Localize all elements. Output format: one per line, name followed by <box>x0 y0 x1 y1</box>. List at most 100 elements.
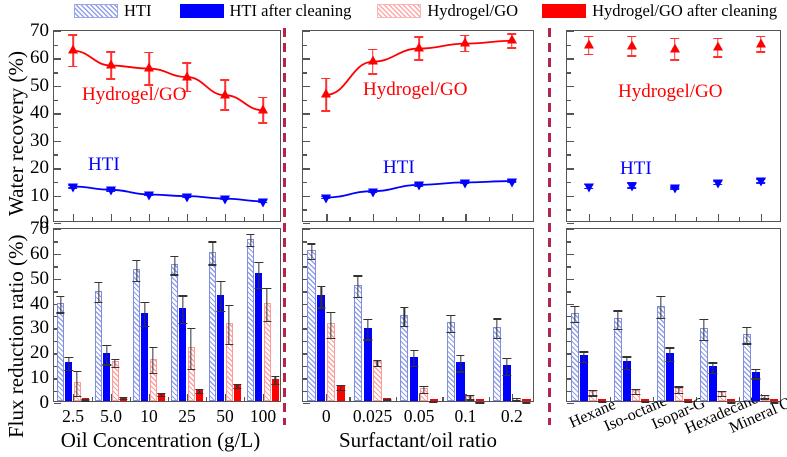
error-bar <box>262 287 272 322</box>
error-bar <box>727 401 736 404</box>
error-cap-bottom <box>708 373 718 375</box>
error-cap-bottom <box>336 389 346 391</box>
x-tick-major <box>465 394 467 401</box>
x-tick-minor <box>92 217 94 221</box>
error-cap-top <box>598 401 607 403</box>
x-tick-major <box>326 214 328 221</box>
x-tick-major <box>263 214 265 221</box>
y-tick-major <box>303 378 310 380</box>
legend-label-hydrogel-go-after-cleaning: Hydrogel/GO after cleaning <box>592 1 778 20</box>
error-cap-bottom <box>321 110 331 112</box>
data-point-hydrogel <box>414 42 424 52</box>
x-tick-minor <box>92 397 94 401</box>
y-tick-major <box>567 403 574 405</box>
y-tick-label: 40 <box>30 292 49 314</box>
data-point-hydrogel <box>755 38 766 48</box>
error-cap-top <box>271 376 280 378</box>
error-cap-top <box>246 233 255 236</box>
error-cap-top <box>684 400 693 402</box>
bar-hti <box>57 302 64 401</box>
error-cap-top <box>321 77 331 80</box>
legend-label-hydrogel-go: Hydrogel/GO <box>427 1 519 20</box>
error-cap-bottom <box>148 372 158 374</box>
y-tick-minor <box>303 209 307 211</box>
data-point-hti <box>321 194 332 204</box>
error-cap-top <box>579 351 589 353</box>
x-tick-major <box>263 394 265 401</box>
error-bar <box>742 326 751 345</box>
legend-swatch-hydrogel-go-after-cleaning <box>542 4 587 18</box>
y-tick-label: 30 <box>30 129 49 151</box>
error-cap-top <box>429 401 438 403</box>
x-tick-minor <box>244 397 246 401</box>
error-bar <box>522 402 531 404</box>
y-tick-major <box>567 85 574 88</box>
x-tick-major <box>760 394 762 401</box>
error-cap-top <box>665 347 675 349</box>
error-cap-bottom <box>583 53 593 56</box>
error-cap-bottom <box>579 361 589 364</box>
error-cap-top <box>110 359 120 361</box>
error-cap-top <box>755 35 765 38</box>
error-cap-top <box>233 384 242 386</box>
error-cap-top <box>94 282 103 284</box>
y-tick-minor <box>54 316 58 318</box>
error-cap-top <box>336 384 346 387</box>
error-cap-top <box>626 35 636 38</box>
x-tick-major <box>588 214 590 221</box>
x-tick-minor <box>653 217 655 221</box>
error-cap-top <box>254 261 263 263</box>
data-point-hydrogel <box>258 104 268 114</box>
bar-hti <box>307 249 316 401</box>
x-tick-label: 0.025 <box>352 406 393 426</box>
x-tick-label: 0.1 <box>454 406 477 426</box>
y-tick-major <box>54 223 61 225</box>
x-tick-minor <box>488 397 490 401</box>
error-cap-bottom <box>717 395 727 398</box>
error-cap-top <box>669 37 679 40</box>
y-tick-minor <box>567 316 571 318</box>
error-cap-bottom <box>492 338 502 340</box>
y-tick-minor <box>303 316 307 318</box>
error-cap-bottom <box>727 402 736 404</box>
error-cap-bottom <box>307 259 316 261</box>
error-bar <box>674 386 684 394</box>
x-tick-minor <box>349 397 351 401</box>
error-cap-bottom <box>742 343 751 345</box>
x-tick-major <box>674 394 676 401</box>
error-cap-bottom <box>119 398 128 401</box>
y-tick-major <box>303 353 310 355</box>
y-tick-label: 40 <box>30 102 49 124</box>
legend: HTI HTI after cleaning Hydrogel/GO Hydro… <box>0 0 787 22</box>
bar-hti <box>353 284 363 401</box>
bar-hti <box>613 318 622 401</box>
legend-item-hti-after-cleaning: HTI after cleaning <box>179 1 351 21</box>
y-tick-major <box>303 31 310 33</box>
error-cap-top <box>419 385 429 388</box>
error-cap-bottom <box>233 387 242 390</box>
y-tick-major <box>54 229 61 231</box>
y-tick-label: 50 <box>30 74 49 96</box>
y-tick-minor <box>303 390 307 392</box>
x-tick-label: 10 <box>140 406 158 426</box>
x-tick-major <box>73 214 75 221</box>
error-cap-top <box>383 398 392 400</box>
error-bar <box>751 368 761 380</box>
y-tick-minor <box>303 127 307 129</box>
error-bar <box>512 397 521 402</box>
error-bar <box>579 351 589 364</box>
bar-hti <box>247 238 254 401</box>
error-bar <box>317 285 326 309</box>
error-cap-bottom <box>367 73 377 75</box>
bar-hti <box>656 305 665 401</box>
error-cap-bottom <box>383 399 392 401</box>
error-bar <box>570 306 579 323</box>
error-bar <box>502 357 512 377</box>
bar-hydrogel-go-after-cleaning <box>727 399 736 401</box>
error-cap-bottom <box>622 368 632 371</box>
y-tick-major <box>303 223 310 225</box>
y-tick-major <box>303 303 310 305</box>
bar-hti <box>133 269 140 401</box>
error-cap-bottom <box>144 83 154 86</box>
error-bar <box>140 301 149 328</box>
